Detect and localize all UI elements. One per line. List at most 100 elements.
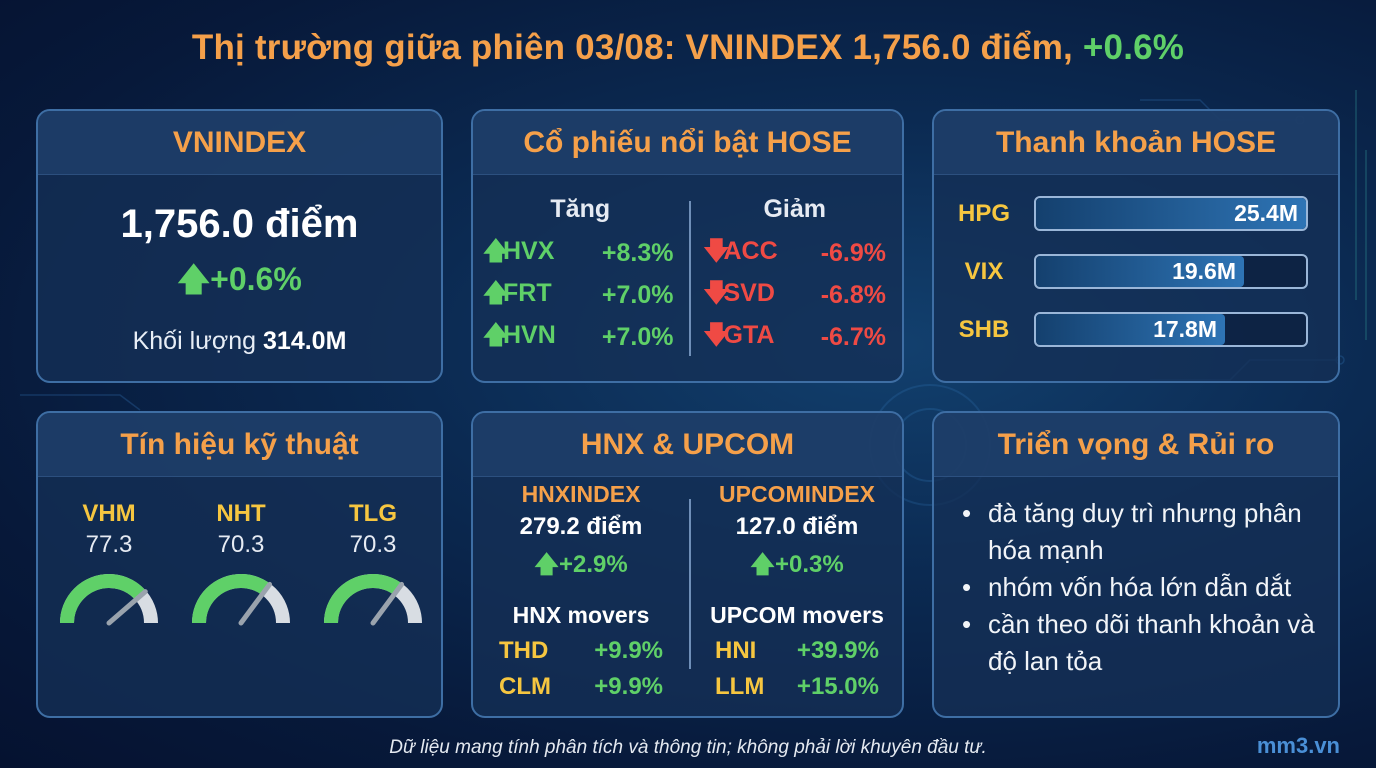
gauge-ticker: NHT [216,500,266,527]
gainer-ticker: HVX [503,236,555,265]
brand-logo: mm3.vn [1256,733,1340,758]
mover-change: +9.9% [594,637,663,664]
liquidity-bar: 17.8M [1034,312,1308,347]
hnx-index-name: HNXINDEX [521,481,641,507]
volume-label: Khối lượng [132,327,264,355]
gainer-row: 🡅HVN +7.0% [473,316,688,358]
hnx-mover-row: CLM +9.9% [473,673,689,701]
liquidity-bar-fill [1036,198,1306,229]
loser-change: -6.8% [820,280,886,309]
gauge-needle [106,589,148,626]
vnindex-points: 1,756.0 điểm [120,202,359,246]
gauge-value: 70.3 [217,531,265,558]
arrow-up-icon: 🡅 [177,261,211,297]
vnindex-volume: Khối lượng 314.0M [38,327,441,356]
upcom-movers-title: UPCOM movers [710,602,884,628]
gauge-widget: NHT 70.3 [186,500,296,634]
upcom-index-change: 🡅+0.3% [689,547,902,588]
liquidity-card: Thanh khoản HOSE HPG 25.4M VIX 19.6M SHB… [932,109,1340,383]
liquidity-ticker: HPG [957,199,1010,227]
list-item: nhóm vốn hóa lớn dẫn dắt [962,569,1322,606]
arrow-up-icon: 🡅 [483,320,509,349]
gauge-needle [370,581,405,626]
arrow-down-icon: 🡇 [703,278,730,307]
vnindex-change: 🡅+0.6% [38,257,441,311]
list-item: cần theo dõi thanh khoản và độ lan tỏa [962,606,1322,680]
hnx-index-points: 279.2 điểm [519,513,643,540]
gauge-fill [60,574,147,624]
loser-ticker: SVD [723,278,775,307]
gauge-fill [324,574,403,624]
liquidity-value: 19.6M [1172,258,1236,284]
liquidity-value: 25.4M [1234,200,1298,226]
loser-change: -6.7% [820,322,886,351]
upcom-change-value: +0.3% [774,551,844,578]
upcom-index-points: 127.0 điểm [735,513,859,540]
liquidity-bar-fill [1036,256,1244,287]
page-title-main: Thị trường giữa phiên 03/08: VNINDEX 1,7… [191,28,1083,67]
gauge-dial [192,574,290,626]
hnx-upcom-heading: HNX & UPCOM [473,413,902,477]
mover-ticker: THD [499,637,549,664]
gainer-ticker: HVN [503,320,556,349]
arrow-down-icon: 🡇 [703,236,730,265]
gainer-row: 🡅HVX +8.3% [473,232,688,274]
gauge-fill [192,574,271,624]
liquidity-bar: 19.6M [1034,254,1308,289]
liquidity-value: 17.8M [1153,316,1217,342]
liquidity-bar: 25.4M [1034,196,1308,231]
arrow-up-icon: 🡅 [534,551,559,578]
upcom-mover-row: HNI +39.9% [689,637,902,665]
gainer-change: +8.3% [601,238,674,267]
page-title: Thị trường giữa phiên 03/08: VNINDEX 1,7… [0,28,1376,68]
technical-card: Tín hiệu kỹ thuật VHM 77.3 NHT 70.3 TLG … [36,411,443,718]
arrow-down-icon: 🡇 [703,320,730,349]
hnx-column: HNXINDEX 279.2 điểm 🡅+2.9% HNX movers TH… [473,481,689,701]
gainer-change: +7.0% [601,280,674,309]
page-title-change: +0.6% [1082,28,1185,67]
hose-movers-card: Cổ phiếu nổi bật HOSE Tăng 🡅HVX +8.3% 🡅FR… [471,109,904,383]
hnx-index-change: 🡅+2.9% [473,547,689,588]
gauge-value: 77.3 [85,531,133,558]
loser-ticker: GTA [723,320,775,349]
hnx-upcom-card: HNX & UPCOM HNXINDEX 279.2 điểm 🡅+2.9% H… [471,411,904,718]
upcom-column: UPCOMINDEX 127.0 điểm 🡅+0.3% UPCOM mover… [689,481,902,701]
losers-label: Giảm [763,195,827,223]
disclaimer: Dữ liệu mang tính phân tích và thông tin… [389,737,987,758]
mover-change: +15.0% [796,673,879,700]
hnx-movers-title: HNX movers [512,602,650,628]
gauge-widget: VHM 77.3 [54,500,164,634]
loser-change: -6.9% [820,238,886,267]
arrow-up-icon: 🡅 [750,551,775,578]
list-item: đà tăng duy trì nhưng phân hóa mạnh [962,495,1322,569]
loser-row: 🡇GTA -6.7% [688,316,903,358]
outlook-card: Triển vọng & Rủi ro đà tăng duy trì nhưn… [932,411,1340,718]
loser-row: 🡇ACC -6.9% [688,232,903,274]
upcom-mover-row: LLM +15.0% [689,673,902,701]
liquidity-heading: Thanh khoản HOSE [934,111,1338,175]
gainer-ticker: FRT [503,278,552,307]
gauge-ticker: VHM [82,500,136,527]
gainer-change: +7.0% [601,322,674,351]
losers-column: Giảm 🡇ACC -6.9% 🡇SVD -6.8% 🡇GTA -6.7% [688,175,903,381]
gauge-ticker: TLG [349,500,397,527]
gainers-label: Tăng [550,195,611,223]
gauge-value: 70.3 [349,531,397,558]
liquidity-ticker: VIX [964,257,1004,285]
column-divider [689,201,691,356]
liquidity-row: VIX 19.6M [934,254,1308,289]
vnindex-change-value: +0.6% [210,261,302,297]
mover-ticker: LLM [715,673,765,700]
vnindex-card: VNINDEX 1,756.0 điểm 🡅+0.6% Khối lượng 3… [36,109,443,383]
mover-ticker: CLM [499,673,551,700]
outlook-heading: Triển vọng & Rủi ro [934,413,1338,477]
gauge-dial [60,574,158,626]
hnx-change-value: +2.9% [558,551,628,578]
liquidity-row: SHB 17.8M [934,312,1308,347]
outlook-list: đà tăng duy trì nhưng phân hóa mạnh nhóm… [934,477,1338,680]
gauge-needle [238,581,273,626]
liquidity-bar-fill [1036,314,1225,345]
arrow-up-icon: 🡅 [483,236,509,265]
vnindex-heading: VNINDEX [38,111,441,175]
volume-value: 314.0M [263,327,347,355]
